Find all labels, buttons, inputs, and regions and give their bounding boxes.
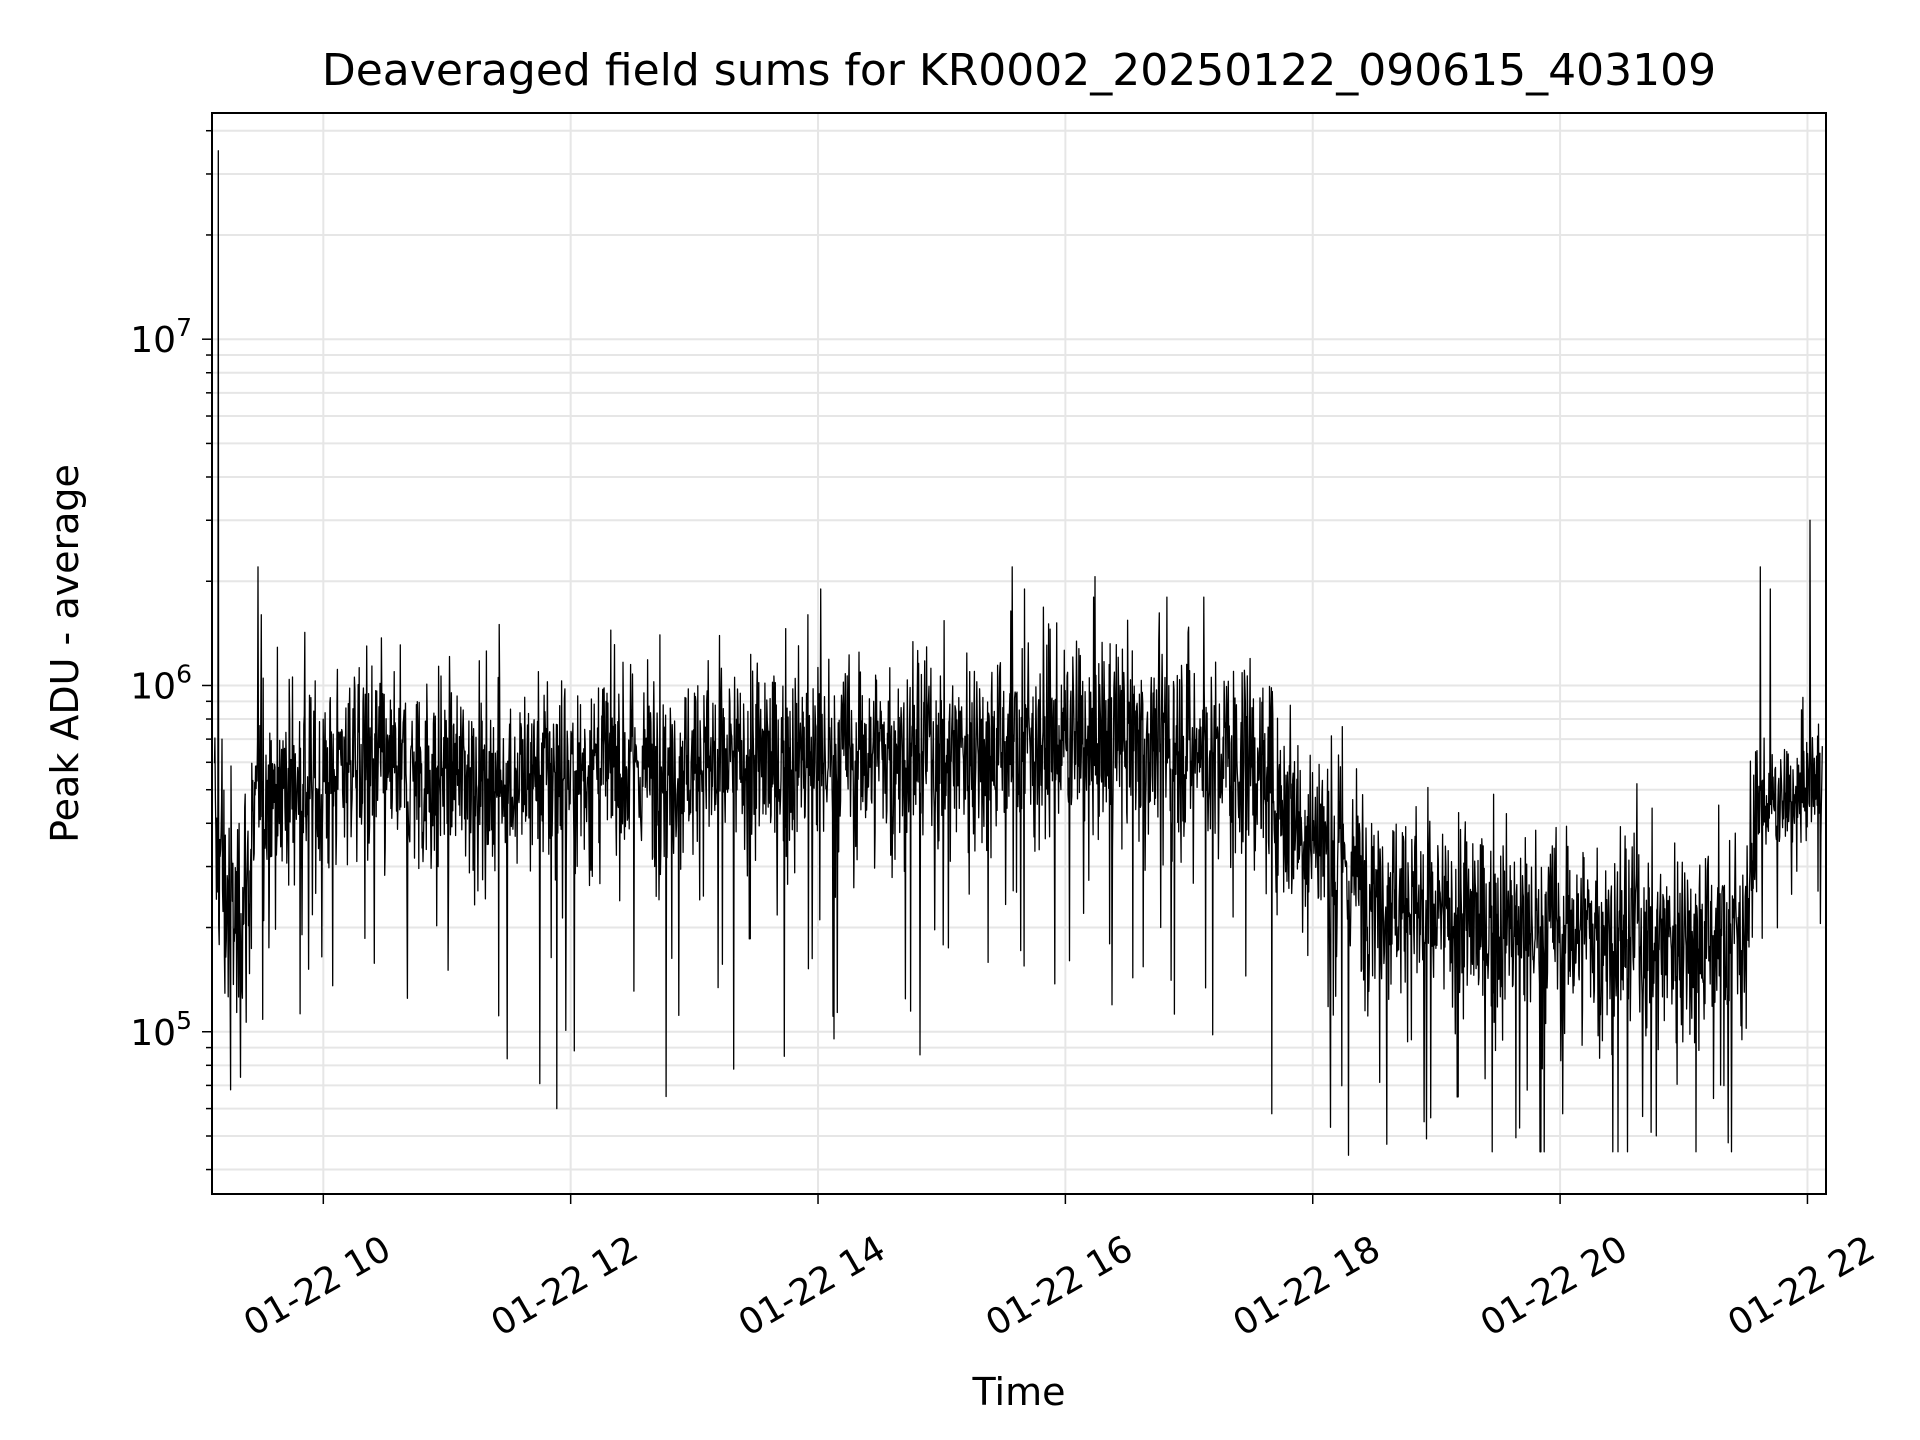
x-axis-label: Time xyxy=(972,1370,1066,1414)
x-tick-label: 01-22 20 xyxy=(1474,1228,1635,1344)
x-tick-label: 01-22 10 xyxy=(237,1228,398,1344)
y-tick-label: 105 xyxy=(130,1006,192,1054)
y-tick-label: 106 xyxy=(130,659,192,707)
grid xyxy=(212,113,1826,1194)
y-tick-base: 10 xyxy=(130,320,176,361)
x-tick-label: 01-22 12 xyxy=(484,1228,645,1344)
plot-frame xyxy=(211,112,1827,1195)
y-tick-exponent: 7 xyxy=(176,313,192,342)
y-tick-base: 10 xyxy=(130,1013,176,1054)
x-tick-label: 01-22 18 xyxy=(1227,1228,1388,1344)
chart-title: Deaveraged field sums for KR0002_2025012… xyxy=(322,45,1716,96)
x-tick-label: 01-22 16 xyxy=(979,1228,1140,1344)
x-tick-label: 01-22 22 xyxy=(1721,1228,1882,1344)
y-tick-exponent: 6 xyxy=(176,659,192,688)
y-axis-label: Peak ADU - average xyxy=(43,464,87,843)
y-tick-label: 107 xyxy=(130,313,192,361)
series-layer xyxy=(213,150,1823,1156)
y-tick-base: 10 xyxy=(130,666,176,707)
x-tick-label: 01-22 14 xyxy=(732,1228,893,1344)
y-tick-exponent: 5 xyxy=(176,1006,192,1035)
series-line xyxy=(213,150,1823,1156)
